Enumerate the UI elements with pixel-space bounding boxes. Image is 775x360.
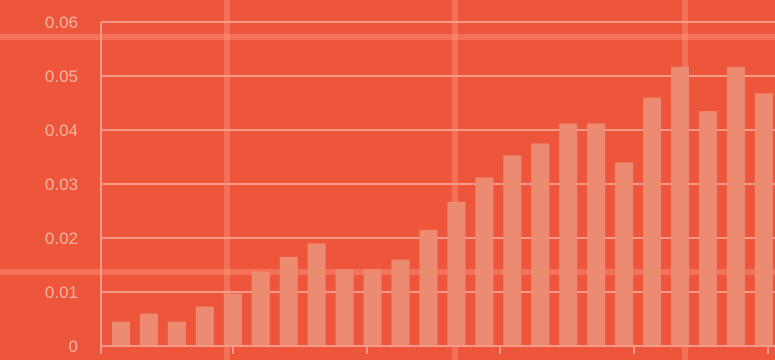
bar bbox=[671, 66, 689, 346]
bar bbox=[615, 162, 634, 346]
bar bbox=[251, 271, 270, 346]
bar bbox=[335, 269, 354, 346]
bar bbox=[391, 259, 410, 346]
bar bbox=[447, 201, 466, 346]
y-tick-label: 0 bbox=[69, 337, 78, 356]
background-band-vertical bbox=[452, 0, 458, 360]
y-tick-label: 0.02 bbox=[45, 229, 78, 248]
bar bbox=[139, 313, 158, 346]
bar bbox=[307, 243, 326, 346]
bar bbox=[475, 177, 494, 346]
axis-layer bbox=[100, 22, 775, 354]
y-tick-labels: 0 0.01 0.02 0.03 0.04 0.05 0.06 bbox=[45, 13, 78, 356]
bar bbox=[754, 93, 773, 346]
y-tick-label: 0.05 bbox=[45, 67, 78, 86]
bar bbox=[419, 229, 438, 346]
bar bbox=[363, 269, 382, 346]
bar bbox=[167, 321, 186, 346]
y-tick-label: 0.03 bbox=[45, 175, 78, 194]
background-band-vertical bbox=[224, 0, 230, 360]
bar bbox=[698, 111, 717, 346]
grid-layer bbox=[101, 21, 775, 293]
bar bbox=[559, 123, 578, 347]
y-tick-label: 0.01 bbox=[45, 283, 78, 302]
y-tick-label: 0.04 bbox=[45, 121, 78, 140]
bar bbox=[112, 321, 130, 346]
bar bbox=[195, 306, 214, 346]
bar bbox=[643, 97, 662, 346]
y-tick-label: 0.06 bbox=[45, 13, 78, 32]
bar bbox=[531, 143, 550, 346]
bar bbox=[587, 123, 606, 347]
bar bbox=[223, 293, 242, 346]
background-band-horizontal bbox=[0, 34, 775, 40]
bar bbox=[279, 256, 298, 346]
bar-layer bbox=[112, 66, 773, 347]
background-band-horizontal bbox=[0, 269, 775, 275]
bar bbox=[503, 155, 522, 346]
bar bbox=[726, 66, 745, 346]
